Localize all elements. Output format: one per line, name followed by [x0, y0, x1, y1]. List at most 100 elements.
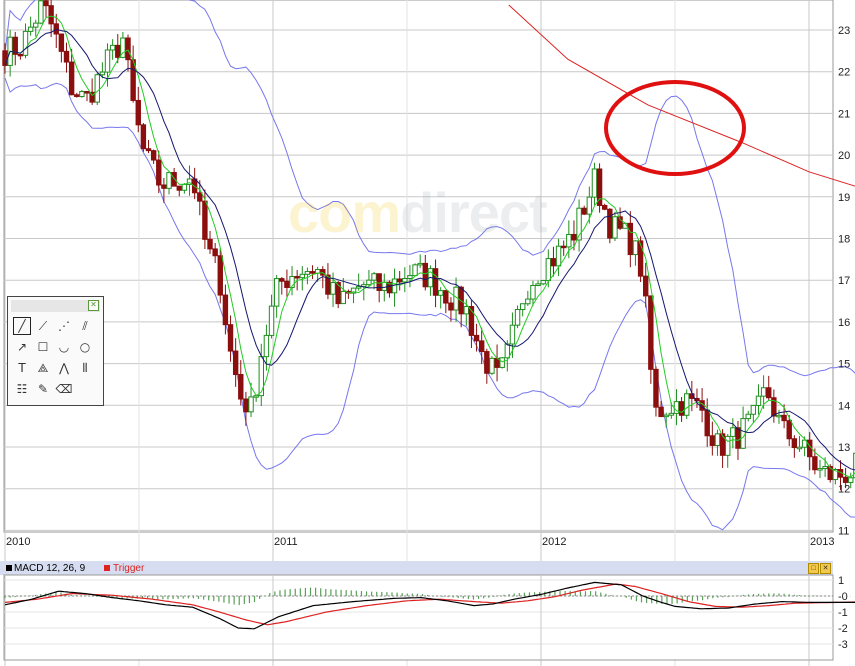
candle-down [176, 185, 182, 191]
macd-maximize-button[interactable]: □ [808, 563, 819, 574]
text-tool-icon[interactable]: T [18, 361, 26, 375]
trigger-line [4, 583, 855, 626]
line-tool-icon[interactable]: ╱ [13, 317, 31, 335]
trigger-legend-label: Trigger [113, 563, 145, 574]
candle-down [140, 124, 147, 150]
candle-up [514, 309, 521, 326]
candle-up [632, 240, 639, 256]
candle-up [330, 282, 336, 295]
candle-up [817, 468, 823, 471]
candle-up [832, 469, 839, 481]
candle-down [653, 368, 659, 408]
candle-up [684, 393, 690, 416]
candle-down [43, 0, 49, 7]
candle-up [776, 414, 782, 418]
candle-down [207, 238, 213, 250]
macd-y-tick: 1 [838, 575, 844, 587]
horizontal-levels-icon[interactable]: ☷ [16, 382, 28, 396]
candle-down [648, 295, 654, 370]
candle-down [766, 387, 772, 399]
candle-up [99, 71, 106, 76]
extended-line-icon[interactable]: ⋰ [58, 319, 70, 333]
candle-down [115, 44, 121, 58]
candle-up [273, 278, 280, 307]
candle-down [309, 271, 316, 274]
candle-up [166, 172, 172, 189]
candle-up [801, 439, 808, 448]
candle-up [760, 387, 767, 397]
style-tool-icon[interactable]: ✎ [37, 382, 49, 396]
candle-up [407, 275, 413, 280]
candle-up [535, 283, 541, 286]
candle-up [499, 357, 505, 368]
candle-up [304, 271, 311, 275]
macd-y-tick: -2 [838, 623, 848, 635]
y-tick-label: 16 [838, 317, 850, 329]
x-tick-label: 2010 [6, 536, 30, 548]
fan-tool-icon[interactable]: ⟁ [37, 360, 49, 375]
y-tick-label: 12 [838, 484, 850, 496]
candle-down [443, 290, 449, 304]
y-tick-label: 14 [838, 400, 850, 412]
candle-down [325, 274, 331, 295]
candle-up [263, 334, 270, 358]
candle-up [109, 44, 116, 51]
ma-slow-line [4, 28, 855, 471]
candle-down [791, 438, 798, 449]
candle-down [386, 281, 393, 294]
candle-up [181, 183, 188, 191]
candle-up [104, 49, 111, 73]
arrow-tool-icon[interactable]: ↗ [16, 340, 28, 354]
candle-down [227, 324, 234, 352]
candle-down [596, 168, 603, 206]
candle-up [848, 477, 854, 483]
y-tick-label: 18 [838, 234, 850, 246]
candle-up [576, 207, 582, 241]
macd-legend-bar [0, 561, 833, 575]
rectangle-tool-icon[interactable]: ☐ [37, 340, 49, 354]
candle-down [17, 53, 24, 57]
ray-tool-icon[interactable]: ⟋ [38, 318, 48, 333]
macd-y-tick: -1 [838, 607, 848, 619]
candle-down [217, 255, 223, 296]
fan-lines-icon[interactable]: ⋀ [59, 361, 69, 375]
parallel-channel-icon[interactable]: ⫽ [82, 318, 88, 333]
vertical-lines-icon[interactable]: ⦀ [82, 360, 88, 375]
candle-down [48, 5, 54, 25]
candle-down [232, 350, 239, 376]
candle-down [284, 280, 290, 288]
candle-down [468, 306, 475, 336]
candle-down [709, 435, 716, 446]
candle-down [637, 240, 644, 277]
candle-up [591, 168, 598, 198]
drawing-tool-panel: ✕ ╱ ⟋ ⋰ ⫽ ↗ ☐ ◡ ○ T ⟁ ⋀ ⦀ ☷ ✎ ⌫ [7, 296, 104, 406]
candle-down [74, 94, 80, 97]
tool-panel-title-bar[interactable]: ✕ [11, 300, 100, 312]
candle-down [484, 351, 490, 374]
eraser-tool-icon[interactable]: ⌫ [55, 382, 73, 396]
candle-down [335, 282, 341, 305]
candle-down [827, 466, 833, 481]
candle-down [812, 456, 818, 471]
y-tick-label: 19 [838, 192, 850, 204]
candle-down [473, 334, 480, 342]
circle-tool-icon[interactable]: ○ [79, 340, 91, 354]
candle-up [463, 306, 470, 315]
candle-down [68, 61, 75, 96]
candle-up [289, 275, 295, 288]
close-icon[interactable]: ✕ [88, 300, 99, 311]
candle-down [735, 427, 741, 449]
macd-plot-frame [3, 574, 834, 661]
arc-tool-icon[interactable]: ◡ [58, 340, 70, 354]
candle-down [135, 99, 141, 126]
candle-down [432, 268, 439, 296]
candle-down [84, 91, 90, 94]
candle-down [171, 172, 177, 187]
macd-close-button[interactable]: ✕ [820, 563, 831, 574]
candle-down [478, 340, 485, 353]
y-tick-label: 23 [838, 25, 850, 37]
candle-down [58, 33, 65, 52]
macd-y-tick: -0 [838, 591, 848, 603]
candle-up [33, 22, 39, 28]
